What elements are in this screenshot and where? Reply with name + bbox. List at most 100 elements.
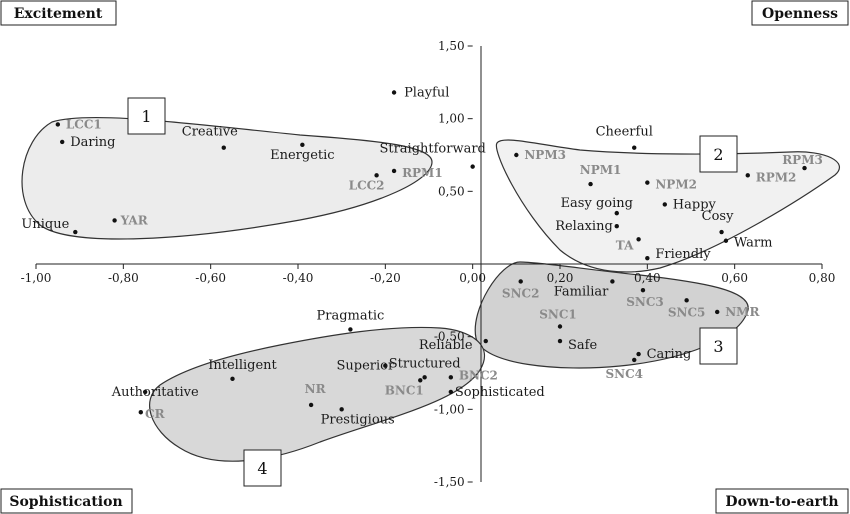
point-label-creative: Creative (182, 125, 238, 140)
point-intelligent (230, 376, 235, 382)
corner-label-sophistication: Sophistication (9, 494, 122, 510)
point-snc2 (518, 279, 523, 284)
point-pragmatic (348, 327, 353, 332)
point-happy (662, 202, 667, 207)
cluster-box-3-label: 3 (713, 337, 723, 356)
cluster-box-1: 1 (127, 97, 166, 135)
y-tick-label: -1,00 (434, 402, 465, 416)
point-label-ta: TA (616, 238, 634, 252)
point-label-prestigious: Prestigious (321, 412, 395, 427)
point-energetic (300, 142, 305, 148)
point-ta (636, 237, 641, 242)
x-tick-label: -0,80 (108, 271, 139, 285)
point-relaxing (614, 224, 619, 229)
point-label-lcc1: LCC1 (66, 117, 102, 131)
point-label-cr: CR (145, 407, 166, 421)
corner-top-left: Excitement (0, 0, 117, 26)
y-tick-label: -0,50 (434, 330, 465, 344)
data-points: LCC1 Daring Unique YAR Creative Energetic Play… (21, 86, 822, 428)
x-tick-label: -0,20 (370, 271, 401, 285)
corner-bottom-left: Sophistication (0, 488, 133, 514)
x-tick-label: 0,40 (634, 271, 661, 285)
point-label-lcc2: LCC2 (349, 178, 385, 192)
point-snc3 (640, 287, 646, 293)
point-snc4 (632, 357, 637, 363)
point-lcc2 (374, 173, 379, 178)
point-bnc1 (418, 378, 423, 383)
point-label-easy-going: Easy going (561, 196, 633, 211)
point-label-snc3: SNC3 (626, 295, 664, 309)
point-label-familiar: Familiar (554, 284, 609, 299)
point-label-playful: Playful (404, 86, 449, 101)
cluster-region-2 (495, 139, 841, 273)
cluster-box-2: 2 (699, 135, 738, 173)
x-tick-label: -1,00 (21, 271, 52, 285)
point-label-happy: Happy (673, 197, 717, 212)
x-tick-label: 0,80 (809, 271, 836, 285)
point-snc1 (557, 324, 563, 329)
point-lcc1 (55, 122, 61, 127)
corner-bottom-right: Down-to-earth (715, 488, 849, 514)
x-tick-label: 0,20 (547, 271, 574, 285)
point-label-intelligent: Intelligent (208, 358, 277, 373)
x-tick-label: 0,00 (459, 271, 486, 285)
point-prestigious (339, 407, 344, 412)
point-rpm2 (745, 173, 750, 178)
point-label-relaxing: Relaxing (555, 219, 613, 234)
point-creative (221, 145, 226, 150)
point-label-nmr: NMR (725, 305, 760, 319)
point-npm3 (514, 152, 519, 158)
corner-label-down-to-earth: Down-to-earth (725, 494, 838, 510)
cluster-box-1-label: 1 (141, 107, 151, 126)
x-tick-label: 0,60 (721, 271, 748, 285)
x-tick-label: -0,40 (283, 271, 314, 285)
point-easy-going (614, 210, 619, 216)
corner-top-right: Openness (751, 0, 849, 26)
point-cheerful (632, 145, 637, 150)
point-label-energetic: Energetic (270, 148, 334, 163)
cluster-box-3: 3 (699, 327, 738, 365)
point-label-safe: Safe (568, 338, 597, 353)
point-authoritative (142, 389, 148, 395)
y-tick-label: -1,50 (434, 475, 465, 489)
point-warm (723, 238, 729, 243)
point-snc5 (684, 298, 689, 303)
cluster-region-4 (149, 326, 486, 462)
point-label-straightforward: Straightforward (379, 142, 485, 157)
point-label-npm2: NPM2 (655, 178, 697, 192)
point-yar (112, 218, 117, 223)
point-label-snc5: SNC5 (668, 305, 706, 319)
axis-ticks: -1,00 -0,80 -0,60 -0,40 -0,20 0,00 0,20 0,40 0,6… (21, 39, 836, 489)
point-caring (636, 351, 641, 357)
point-label-snc1: SNC1 (539, 307, 577, 321)
point-label-structured: Structured (389, 356, 461, 371)
point-label-unique: Unique (21, 217, 69, 232)
y-tick-label: 0,50 (438, 184, 465, 198)
point-label-cosy: Cosy (702, 209, 734, 224)
point-label-nr: NR (305, 382, 327, 396)
point-playful (391, 90, 397, 95)
cluster-box-4: 4 (243, 449, 282, 487)
y-tick-label: 1,50 (438, 39, 465, 53)
point-label-caring: Caring (647, 347, 692, 362)
cluster-box-4-label: 4 (257, 459, 267, 478)
point-label-npm3: NPM3 (524, 148, 566, 162)
x-tick-label: -0,60 (195, 271, 226, 285)
cluster-region-1 (21, 116, 433, 240)
point-label-rpm2: RPM2 (756, 170, 797, 184)
point-structured (422, 375, 427, 380)
point-cr (138, 410, 143, 415)
point-friendly (645, 255, 650, 261)
point-daring (60, 139, 65, 145)
point-label-snc2: SNC2 (502, 286, 540, 300)
point-label-reliable: Reliable (419, 338, 473, 353)
point-label-npm1: NPM1 (580, 163, 622, 177)
point-reliable (483, 338, 488, 344)
point-rpm1 (391, 168, 397, 174)
point-label-rpm3: RPM3 (782, 153, 823, 167)
point-label-sophisticated: Sophisticated (455, 385, 545, 400)
point-label-superior: Superior (336, 359, 394, 374)
point-label-friendly: Friendly (655, 247, 711, 262)
corner-label-excitement: Excitement (14, 6, 103, 22)
